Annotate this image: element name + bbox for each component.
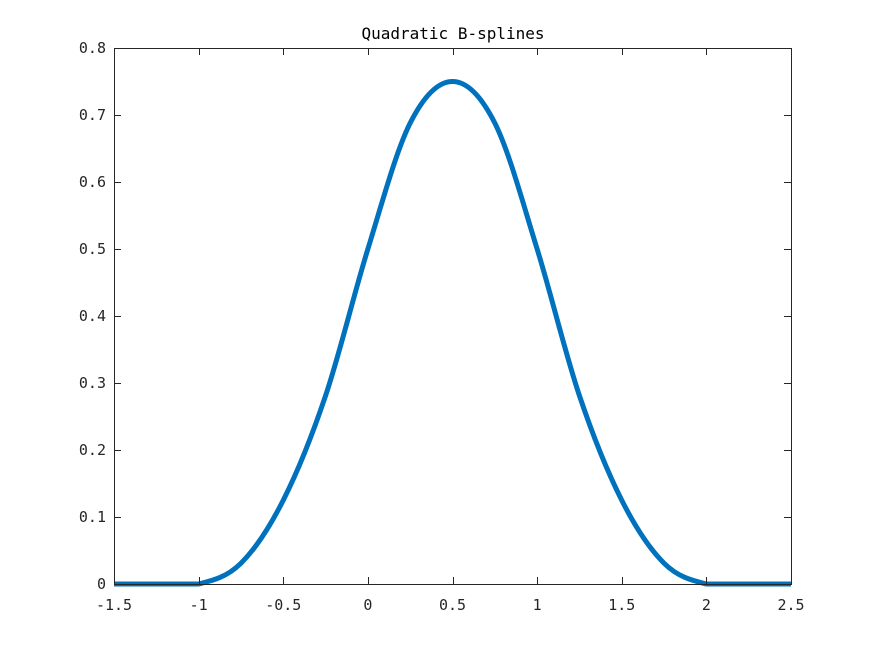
x-tick-label: 0.5 xyxy=(439,596,466,614)
x-tick-label: -1 xyxy=(190,596,208,614)
x-tick-label: -1.5 xyxy=(96,596,132,614)
y-tick-label: 0.2 xyxy=(79,441,106,459)
y-axis-ticks: 0 0.1 0.2 0.3 0.4 0.5 0.6 0.7 0.8 xyxy=(79,39,791,593)
x-tick-label: 2 xyxy=(702,596,711,614)
series-line-0 xyxy=(114,79,791,587)
axes xyxy=(114,48,792,585)
y-tick-label: 0.6 xyxy=(79,173,106,191)
chart-title: Quadratic B-splines xyxy=(361,24,544,43)
plot-box xyxy=(114,48,792,585)
x-tick-label: 2.5 xyxy=(777,596,804,614)
x-tick-label: 0 xyxy=(363,596,372,614)
x-axis-ticks: -1.5 -1 -0.5 0 0.5 1 1.5 2 2.5 xyxy=(96,48,805,614)
y-tick-label: 0.1 xyxy=(79,508,106,526)
y-tick-label: 0.5 xyxy=(79,240,106,258)
plot-area xyxy=(114,79,791,587)
y-tick-label: 0.4 xyxy=(79,307,106,325)
x-tick-label: -0.5 xyxy=(265,596,301,614)
x-tick-label: 1.5 xyxy=(608,596,635,614)
y-tick-label: 0.3 xyxy=(79,374,106,392)
y-tick-label: 0.8 xyxy=(79,39,106,57)
y-tick-label: 0.7 xyxy=(79,106,106,124)
x-tick-label: 1 xyxy=(533,596,542,614)
y-tick-label: 0 xyxy=(97,575,106,593)
